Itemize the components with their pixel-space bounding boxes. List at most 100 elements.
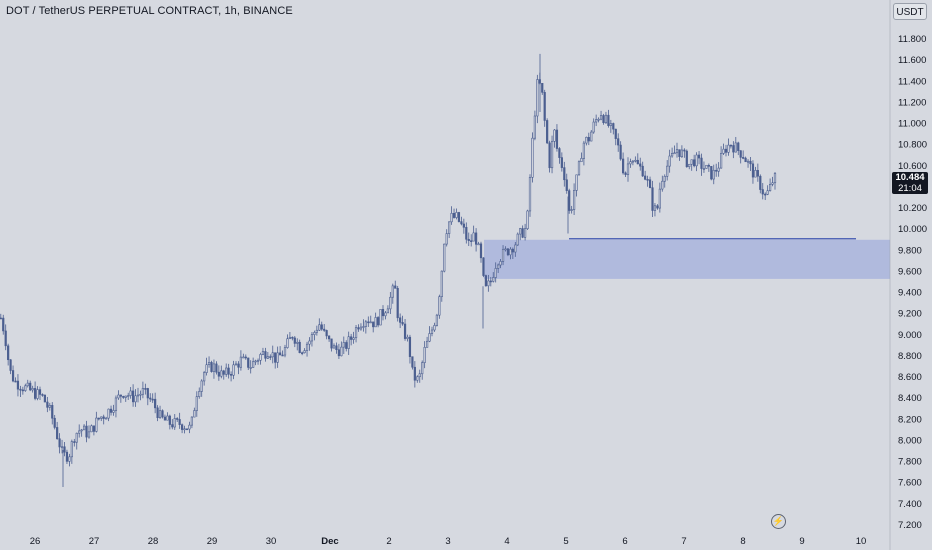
candle <box>342 336 345 355</box>
candle-body <box>342 342 345 348</box>
candle <box>541 83 544 95</box>
candle <box>470 234 473 247</box>
candle-body <box>158 410 162 418</box>
candle <box>83 424 86 431</box>
candle <box>477 241 480 246</box>
currency-button[interactable]: USDT <box>893 3 927 20</box>
demand-zone[interactable] <box>484 239 890 279</box>
candle <box>626 157 630 182</box>
candle-body <box>607 114 610 126</box>
candle <box>207 356 211 368</box>
candle <box>190 416 194 429</box>
candle-body <box>83 425 86 431</box>
candle <box>149 393 152 403</box>
candle-body <box>92 425 95 432</box>
candle-body <box>411 356 414 368</box>
candle-body <box>472 232 475 242</box>
price-axis[interactable]: 11.800 11.600 11.400 11.200 11.000 10.800 10.6… <box>898 34 927 531</box>
candle <box>154 392 157 414</box>
candle <box>487 274 490 292</box>
candle-body <box>310 334 314 342</box>
candle <box>472 225 475 242</box>
candle <box>266 352 269 359</box>
candle <box>56 421 59 440</box>
candle <box>105 416 108 420</box>
candle <box>161 409 164 419</box>
candle <box>504 246 507 252</box>
candle-body <box>675 149 679 154</box>
candle-body <box>452 212 456 218</box>
candle-body <box>695 154 698 167</box>
candle-body <box>651 187 654 211</box>
candle <box>710 166 713 181</box>
candle <box>286 334 289 349</box>
lightning-icon[interactable]: ⚡ <box>771 514 786 529</box>
candle-body <box>668 155 671 167</box>
candle-body <box>4 330 7 347</box>
candle <box>644 170 647 181</box>
candle <box>173 414 176 430</box>
candle-body <box>156 407 159 418</box>
candle-body <box>259 354 262 361</box>
candle-body <box>629 161 632 165</box>
candle-body <box>185 428 189 431</box>
candle <box>384 310 387 320</box>
y-tick-label: 7.200 <box>898 520 922 531</box>
candle-body <box>555 129 559 149</box>
candle <box>53 414 56 430</box>
candle-body <box>751 163 755 178</box>
candle <box>11 365 15 383</box>
candle-body <box>325 330 328 337</box>
candle-body <box>553 129 556 142</box>
candle <box>2 314 5 335</box>
candle <box>156 405 159 422</box>
candle <box>87 425 91 439</box>
candle <box>394 280 397 289</box>
candle-body <box>474 232 478 245</box>
candle-body <box>60 446 64 449</box>
candle <box>519 227 522 241</box>
candle-body <box>242 356 245 359</box>
candle <box>335 342 338 354</box>
candle <box>376 316 380 328</box>
candle-body <box>372 321 375 328</box>
candle <box>609 119 612 133</box>
candle <box>65 449 69 465</box>
x-tick-label: 6 <box>622 536 627 547</box>
candle <box>46 396 49 413</box>
candle-body <box>46 401 49 408</box>
candle-body <box>215 363 218 373</box>
candle <box>661 175 664 192</box>
candle <box>474 228 478 252</box>
candle <box>247 357 250 371</box>
x-tick-label: 7 <box>681 536 686 547</box>
candle <box>516 232 519 247</box>
candle-body <box>173 418 176 428</box>
candle <box>479 241 483 263</box>
candle-body <box>479 243 483 259</box>
candle <box>330 338 333 352</box>
candle <box>146 387 149 406</box>
candle <box>193 407 196 418</box>
candle-body <box>14 380 17 383</box>
candle <box>48 402 51 411</box>
candle-body <box>688 163 691 167</box>
candle <box>274 352 277 369</box>
candle <box>621 152 625 175</box>
candle-body <box>163 416 167 421</box>
candle-body <box>354 327 358 339</box>
candle-body <box>523 228 527 238</box>
candle-body <box>97 417 100 420</box>
candle <box>14 377 17 383</box>
candle <box>521 225 524 239</box>
candle <box>506 247 510 257</box>
candle <box>536 74 539 124</box>
candle-body <box>301 352 304 355</box>
time-axis[interactable]: 26 27 28 29 30 Dec 2 3 4 5 6 7 8 9 10 <box>30 536 867 547</box>
candle-body <box>112 410 115 413</box>
candle-body <box>408 336 412 357</box>
candle <box>761 183 764 200</box>
candle-body <box>489 280 492 283</box>
candle <box>90 424 93 433</box>
